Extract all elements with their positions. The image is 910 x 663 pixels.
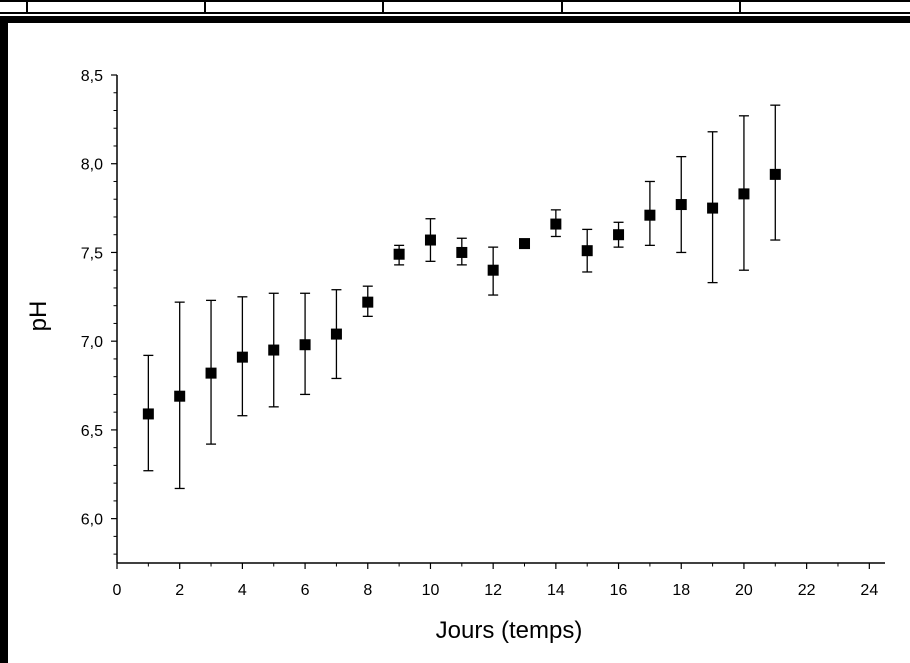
x-tick-label: 12 [484, 582, 502, 599]
data-point [675, 199, 687, 211]
data-point [142, 408, 154, 420]
x-tick-label: 0 [113, 582, 122, 599]
data-point [393, 248, 405, 260]
x-tick-label: 10 [422, 582, 440, 599]
data-point [487, 264, 499, 276]
data-point [299, 339, 311, 351]
data-point [174, 390, 186, 402]
data-point [456, 246, 468, 258]
x-axis-label: Jours (temps) [436, 617, 583, 644]
x-tick-label: 16 [610, 582, 628, 599]
data-point [330, 328, 342, 340]
data-point [769, 168, 781, 180]
x-tick-label: 4 [238, 582, 247, 599]
data-point [644, 209, 656, 221]
data-markers [142, 168, 781, 420]
outer-frame [0, 16, 910, 663]
data-point [613, 229, 625, 241]
data-point [738, 188, 750, 200]
y-tick-label: 7,5 [81, 245, 103, 262]
y-tick-label: 8,0 [81, 157, 103, 174]
data-point [268, 344, 280, 356]
error-bars [143, 104, 781, 490]
data-point [362, 296, 374, 308]
x-axis-ticks: 0 2 4 6 8 10 12 14 16 18 20 22 24 [113, 563, 878, 599]
x-tick-label: 14 [547, 582, 565, 599]
axes [116, 75, 885, 564]
data-point [707, 202, 719, 214]
y-axis-ticks: 6,0 6,5 7,0 7,5 8,0 8,5 [81, 68, 117, 555]
y-tick-label: 8,5 [81, 68, 103, 85]
data-point [550, 218, 562, 230]
data-point [519, 238, 531, 250]
top-frame [0, 0, 910, 14]
x-tick-label: 6 [301, 582, 310, 599]
data-point [581, 245, 593, 257]
x-tick-label: 20 [735, 582, 753, 599]
x-tick-label: 18 [672, 582, 690, 599]
x-tick-label: 22 [798, 582, 816, 599]
y-tick-label: 6,0 [81, 512, 103, 529]
y-tick-label: 7,0 [81, 334, 103, 351]
y-axis-label: pH [25, 301, 52, 332]
x-tick-label: 2 [175, 582, 184, 599]
data-point [236, 351, 248, 363]
data-point [424, 234, 436, 246]
x-tick-label: 8 [363, 582, 372, 599]
y-tick-label: 6,5 [81, 423, 103, 440]
data-point [205, 367, 217, 379]
x-tick-label: 24 [860, 582, 878, 599]
